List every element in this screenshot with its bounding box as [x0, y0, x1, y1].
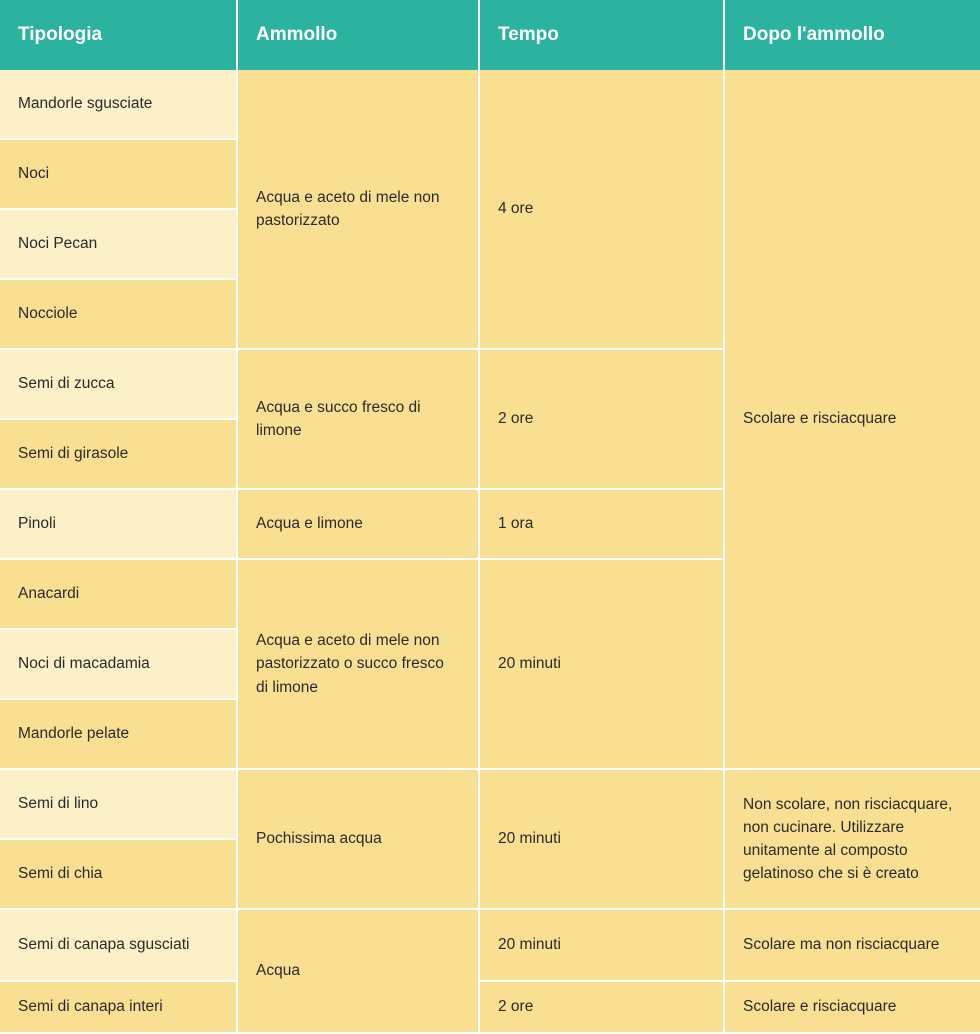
- table-body: Mandorle sgusciateNociNoci PecanNocciole…: [0, 70, 980, 1034]
- tipologia-cell: Mandorle sgusciate: [0, 70, 238, 140]
- dopo-cell: Non scolare, non risciacquare, non cucin…: [725, 770, 980, 910]
- col-dopo: Scolare e risciacquareNon scolare, non r…: [725, 70, 980, 1034]
- tempo-cell: 20 minuti: [480, 560, 725, 770]
- tipologia-cell: Noci: [0, 140, 238, 210]
- ammollo-cell: Acqua e aceto di mele non pastorizzato o…: [238, 560, 480, 770]
- header-tempo: Tempo: [480, 0, 725, 70]
- tipologia-cell: Noci Pecan: [0, 210, 238, 280]
- tipologia-cell: Semi di chia: [0, 840, 238, 910]
- tipologia-cell: Semi di canapa sgusciati: [0, 910, 238, 982]
- header-ammollo: Ammollo: [238, 0, 480, 70]
- ammollo-cell: Pochissima acqua: [238, 770, 480, 910]
- tempo-cell: 4 ore: [480, 70, 725, 350]
- tipologia-cell: Nocciole: [0, 280, 238, 350]
- tempo-cell: 20 minuti: [480, 770, 725, 910]
- tempo-cell: 20 minuti: [480, 910, 725, 982]
- tipologia-cell: Pinoli: [0, 490, 238, 560]
- col-tempo: 4 ore2 ore1 ora20 minuti20 minuti20 minu…: [480, 70, 725, 1034]
- ammollo-cell: Acqua e succo fresco di limone: [238, 350, 480, 490]
- header-dopo: Dopo l'ammollo: [725, 0, 980, 70]
- tempo-cell: 1 ora: [480, 490, 725, 560]
- tipologia-cell: Semi di girasole: [0, 420, 238, 490]
- dopo-cell: Scolare e risciacquare: [725, 982, 980, 1034]
- tipologia-cell: Noci di macadamia: [0, 630, 238, 700]
- ammollo-cell: Acqua e aceto di mele non pastorizzato: [238, 70, 480, 350]
- tipologia-cell: Semi di zucca: [0, 350, 238, 420]
- tipologia-cell: Semi di lino: [0, 770, 238, 840]
- tempo-cell: 2 ore: [480, 982, 725, 1034]
- header-tipologia: Tipologia: [0, 0, 238, 70]
- col-tipologia: Mandorle sgusciateNociNoci PecanNocciole…: [0, 70, 238, 1034]
- dopo-cell: Scolare e risciacquare: [725, 70, 980, 770]
- tipologia-cell: Anacardi: [0, 560, 238, 630]
- col-ammollo: Acqua e aceto di mele non pastorizzatoAc…: [238, 70, 480, 1034]
- tempo-cell: 2 ore: [480, 350, 725, 490]
- ammollo-cell: Acqua e limone: [238, 490, 480, 560]
- soaking-table: Tipologia Ammollo Tempo Dopo l'ammollo M…: [0, 0, 980, 1034]
- dopo-cell: Scolare ma non risciacquare: [725, 910, 980, 982]
- tipologia-cell: Mandorle pelate: [0, 700, 238, 770]
- table-header: Tipologia Ammollo Tempo Dopo l'ammollo: [0, 0, 980, 70]
- tipologia-cell: Semi di canapa interi: [0, 982, 238, 1034]
- ammollo-cell: Acqua: [238, 910, 480, 1034]
